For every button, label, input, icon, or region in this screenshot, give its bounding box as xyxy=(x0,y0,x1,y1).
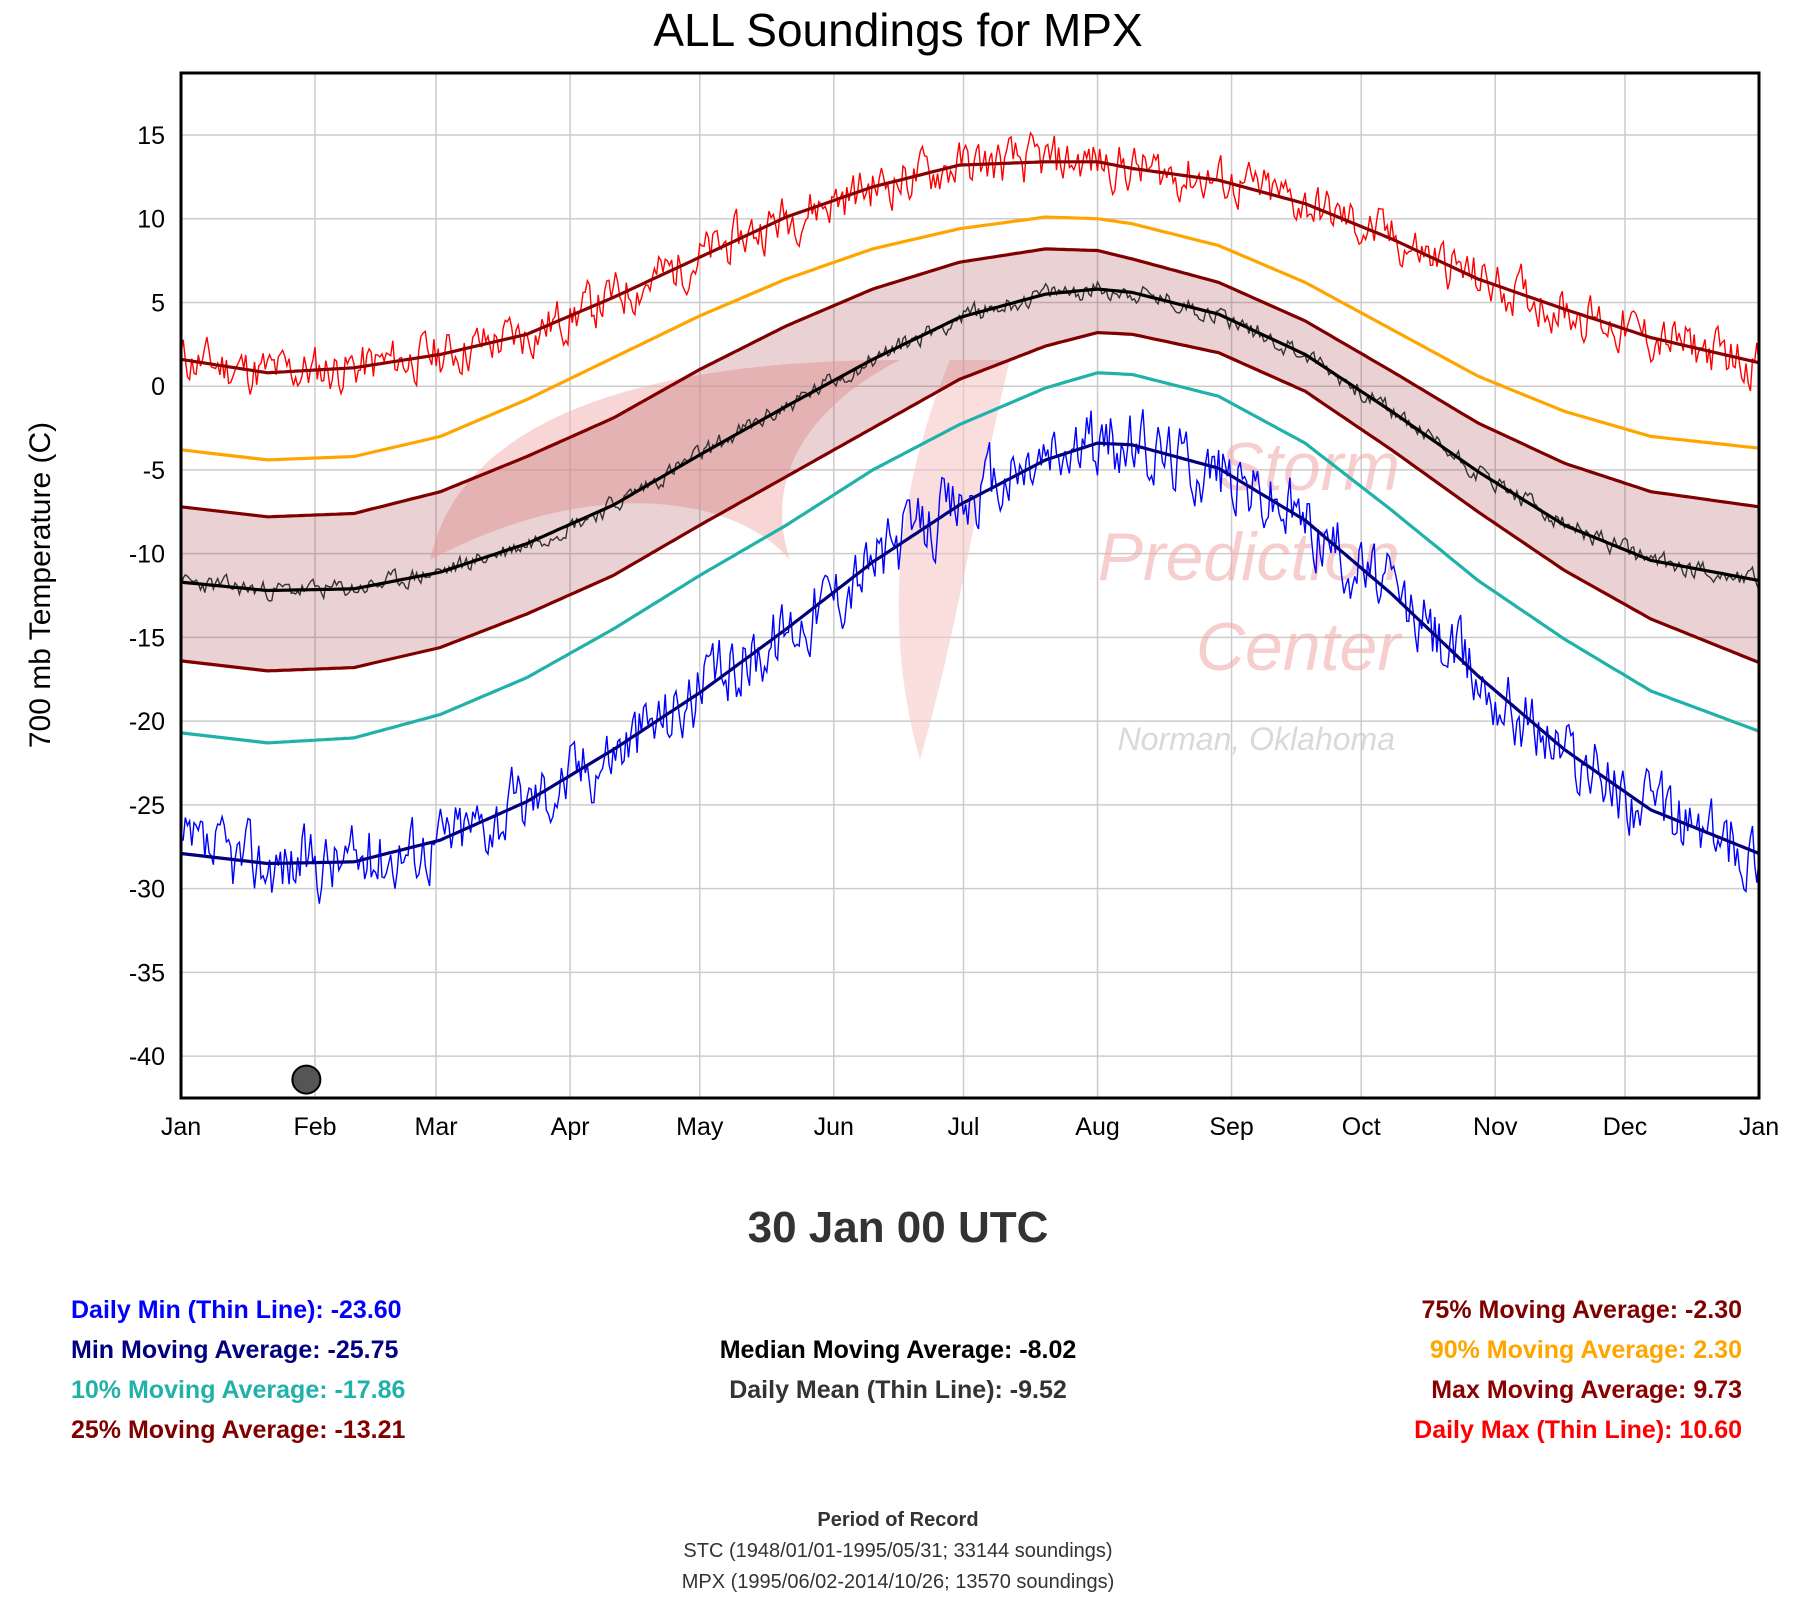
x-tick-labels: Jan Feb Mar Apr May Jun Jul Aug Sep Oct Nov Dec Jan xyxy=(161,1113,1779,1141)
watermark-line3: Center xyxy=(1196,609,1402,685)
x-tick-label: Aug xyxy=(1075,1113,1119,1141)
y-tick-label: -20 xyxy=(129,708,165,736)
y-tick-label: 0 xyxy=(151,373,165,401)
series-line-90-moving-average xyxy=(180,215,1760,462)
series-line-10-moving-average xyxy=(180,371,1760,745)
x-tick-label: Jan xyxy=(1739,1113,1779,1141)
y-tick-label: -40 xyxy=(129,1043,165,1071)
series-group xyxy=(180,131,1760,904)
stat-row: Daily Min (Thin Line): -23.60 xyxy=(71,1296,402,1324)
x-tick-label: Jun xyxy=(814,1113,854,1141)
date-readout: 30 Jan 00 UTC xyxy=(747,1203,1049,1252)
y-tick-label: 10 xyxy=(137,206,165,234)
stats-right: 75% Moving Average: -2.30 90% Moving Aver… xyxy=(1414,1290,1742,1450)
record-line: MPX (1995/06/02-2014/10/26; 13570 soundi… xyxy=(681,1571,1115,1593)
y-axis-label: 700 mb Temperature (C) xyxy=(24,422,57,748)
y-tick-label: -5 xyxy=(143,457,165,485)
plot-frame xyxy=(179,71,1761,1100)
stat-row: Min Moving Average: -25.75 xyxy=(71,1336,399,1364)
watermark-funnel xyxy=(898,360,1010,760)
stat-row: Daily Mean (Thin Line): -9.52 xyxy=(729,1376,1067,1404)
interquartile-band xyxy=(181,248,1759,671)
x-tick-label: Oct xyxy=(1342,1113,1381,1141)
y-tick-label: -30 xyxy=(129,876,165,904)
stat-row: 25% Moving Average: -13.21 xyxy=(71,1416,406,1444)
stat-row: 10% Moving Average: -17.86 xyxy=(71,1376,406,1404)
x-tick-label: Mar xyxy=(415,1113,458,1141)
y-tick-label: 5 xyxy=(151,289,165,317)
series-line-75-moving-average xyxy=(180,247,1760,519)
x-tick-label: Jan xyxy=(161,1113,201,1141)
record-line: STC (1948/01/01-1995/05/31; 33144 soundi… xyxy=(683,1540,1113,1562)
record-heading: Period of Record xyxy=(817,1509,979,1531)
series-line-max-moving-average xyxy=(180,160,1760,375)
x-tick-label: Dec xyxy=(1603,1113,1647,1141)
x-tick-label: Apr xyxy=(551,1113,590,1141)
x-tick-label: Feb xyxy=(293,1113,336,1141)
chart-title: ALL Soundings for MPX xyxy=(653,4,1142,56)
watermark-line4: Norman, Oklahoma xyxy=(1118,721,1395,757)
y-tick-label: 15 xyxy=(137,122,165,150)
series-line-min-moving-average xyxy=(180,441,1760,866)
y-tick-label: -10 xyxy=(129,541,165,569)
stat-row: 75% Moving Average: -2.30 xyxy=(1421,1296,1742,1324)
x-tick-label: Nov xyxy=(1473,1113,1518,1141)
x-tick-label: Jul xyxy=(948,1113,980,1141)
y-tick-label: -15 xyxy=(129,624,165,652)
series-line-25-moving-average xyxy=(180,330,1760,673)
stats-center: Median Moving Average: -8.02 Daily Mean (… xyxy=(0,1330,1796,1410)
highlight-point[interactable] xyxy=(291,1064,322,1095)
stat-row: 90% Moving Average: 2.30 xyxy=(1429,1336,1742,1364)
series-line-daily-min-thin-line xyxy=(180,409,1760,904)
y-tick-labels: 15 10 5 0 -5 -10 -15 -20 -25 -30 -35 -40 xyxy=(129,122,165,1071)
y-tick-label: -35 xyxy=(129,959,165,987)
watermark-line2: Prediction xyxy=(1098,519,1400,595)
period-of-record: Period of Record STC (1948/01/01-1995/05… xyxy=(0,1505,1796,1598)
series-line-daily-max-thin-line xyxy=(180,131,1760,397)
watermark-line1: Storm xyxy=(1219,429,1400,505)
stat-row: Median Moving Average: -8.02 xyxy=(719,1336,1077,1364)
stat-row: Daily Max (Thin Line): 10.60 xyxy=(1414,1416,1742,1444)
x-tick-label: May xyxy=(676,1113,724,1141)
stat-row: Max Moving Average: 9.73 xyxy=(1431,1376,1742,1404)
series-line-median-moving-average xyxy=(180,287,1760,593)
stats-left: Daily Min (Thin Line): -23.60 Min Moving … xyxy=(71,1290,405,1450)
temperature-chart: ALL Soundings for MPX 700 mb Temperature… xyxy=(24,4,1779,1141)
y-tick-label: -25 xyxy=(129,792,165,820)
x-tick-label: Sep xyxy=(1209,1113,1253,1141)
